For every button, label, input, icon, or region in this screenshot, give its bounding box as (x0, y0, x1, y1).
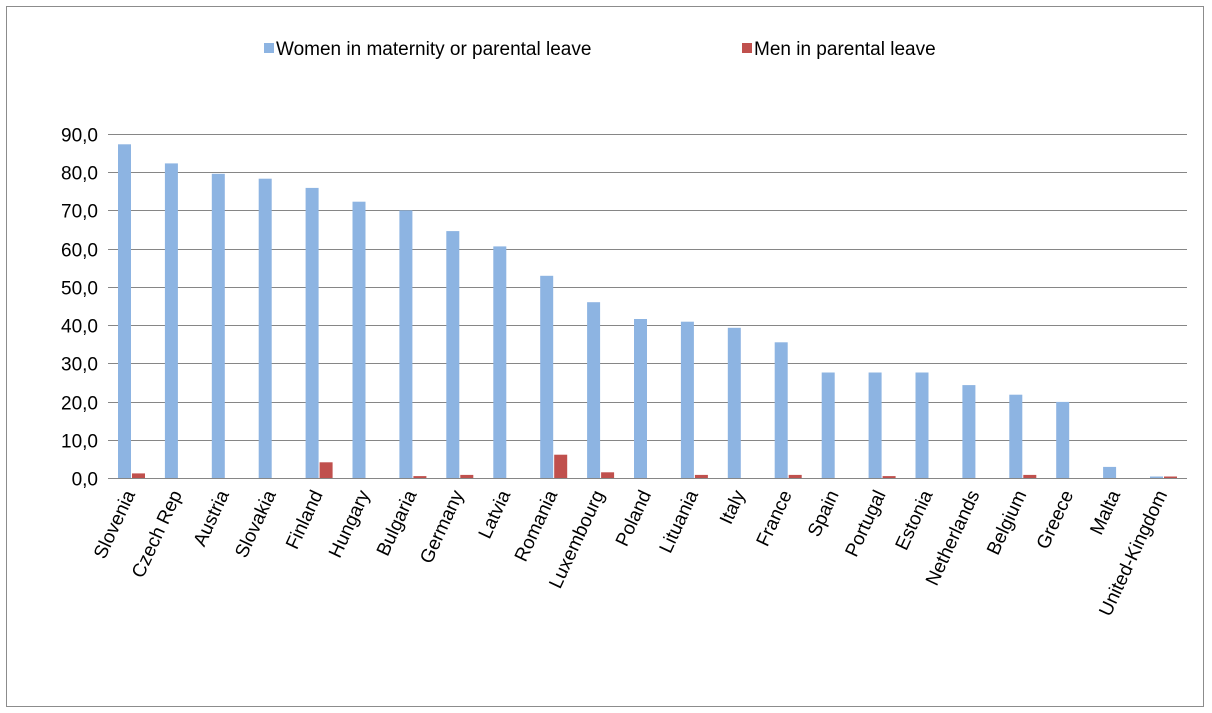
bar-women (680, 321, 694, 478)
bar-men (554, 454, 568, 478)
bar-women (258, 178, 272, 478)
bar-women (634, 319, 647, 478)
x-tick-label: Spain (804, 487, 844, 540)
bar-women (1009, 394, 1023, 478)
bars (118, 144, 1177, 479)
bar-women (1150, 476, 1163, 478)
legend-label-women: Women in maternity or parental leave (276, 39, 591, 60)
x-tick-label: Portugal (842, 487, 891, 560)
bar-women (915, 372, 929, 478)
y-tick-label: 50,0 (61, 279, 98, 300)
bar-men (413, 476, 427, 478)
bar-women (1056, 401, 1070, 478)
bar-women (774, 342, 788, 478)
y-tick-label: 80,0 (61, 164, 98, 185)
x-tick-label: Greece (1033, 487, 1078, 552)
bar-women (211, 173, 225, 479)
y-tick-label: 30,0 (61, 355, 98, 376)
x-tick-label: Italy (716, 487, 750, 528)
bar-women (118, 144, 131, 479)
bar-men (1023, 474, 1037, 478)
y-tick-label: 60,0 (61, 241, 98, 262)
bar-women (821, 372, 835, 478)
legend-label-men: Men in parental leave (754, 39, 936, 60)
bar-men (319, 462, 333, 478)
gridlines (108, 134, 1187, 479)
x-tick-label: Romania (511, 487, 562, 565)
x-tick-label: Malta (1086, 487, 1125, 538)
x-tick-label: Germany (416, 487, 468, 567)
x-tick-label: Slovakia (231, 487, 281, 561)
bar-men (788, 474, 802, 478)
x-tick-label: Lituania (656, 487, 703, 557)
y-tick-label: 0,0 (72, 470, 98, 491)
y-axis-ticks: 0,0 10,0 20,0 30,0 40,0 50,0 60,0 70,0 80,0 90,0 (61, 126, 98, 491)
bar-women (540, 275, 554, 478)
bar-women (868, 372, 882, 478)
bar-men (132, 473, 145, 478)
bar-men (1164, 476, 1177, 478)
bar-women (446, 231, 460, 478)
bar-women (727, 327, 741, 478)
bar-men (694, 474, 708, 478)
y-tick-label: 20,0 (61, 394, 98, 415)
x-tick-label: Estonia (892, 487, 938, 554)
y-tick-label: 90,0 (61, 126, 98, 147)
bar-women (399, 210, 413, 478)
x-tick-label: Belgium (983, 487, 1031, 558)
y-tick-label: 10,0 (61, 432, 98, 453)
legend-swatch-women (264, 43, 274, 53)
x-tick-label: Poland (612, 487, 656, 550)
bar-men (460, 474, 474, 478)
x-tick-label: Finland (282, 487, 327, 552)
bar-women (305, 187, 319, 478)
y-tick-label: 70,0 (61, 202, 98, 223)
bar-men (601, 472, 615, 478)
x-tick-label: Austria (190, 487, 234, 550)
bar-women (962, 385, 976, 478)
y-tick-label: 40,0 (61, 317, 98, 338)
bar-women (164, 163, 178, 478)
chart-frame (6, 6, 1204, 707)
x-tick-label: Bulgaria (373, 487, 422, 559)
bar-women (493, 246, 507, 478)
x-tick-label: Latvia (475, 487, 516, 542)
x-tick-label: Slovenia (90, 487, 140, 562)
bar-women (1103, 466, 1117, 478)
legend-swatch-men (742, 43, 752, 53)
x-tick-label: Hungary (325, 487, 375, 561)
bar-men (882, 476, 896, 478)
legend: Women in maternity or parental leave Men … (264, 39, 936, 60)
bar-women (587, 302, 601, 478)
x-tick-label: France (753, 487, 797, 549)
bar-women (352, 201, 366, 478)
